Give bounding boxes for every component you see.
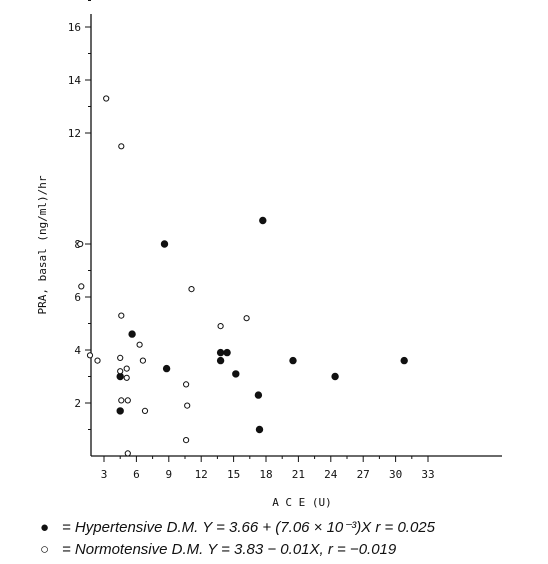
normotensive-point <box>188 286 195 293</box>
hypertensive-point <box>216 356 225 365</box>
y-tick-label: 2 <box>74 397 81 410</box>
filled-circle-icon: ● <box>40 519 50 536</box>
hypertensive-point <box>289 356 297 365</box>
scatter-chart: 3691215182124273033246812141618 A C E (U… <box>36 0 502 509</box>
legend-normotensive: ○ = Normotensive D.M. Y = 3.83 − 0.01X, r… <box>40 541 396 558</box>
x-tick-label: 12 <box>195 468 208 481</box>
x-tick-label: 6 <box>133 468 140 481</box>
legend-hypertensive: ● = Hypertensive D.M. Y = 3.66 + (7.06 × … <box>40 518 435 536</box>
x-tick-label: 15 <box>227 468 240 481</box>
normotensive-point <box>77 240 84 248</box>
x-axis-label: A C E (U) <box>272 496 332 509</box>
x-tick-label: 24 <box>324 468 338 481</box>
x-tick-label: 30 <box>389 468 402 481</box>
normotensive-point <box>141 407 149 414</box>
y-tick-label: 14 <box>68 74 82 87</box>
normotensive-point <box>183 437 190 444</box>
legend-normotensive-text: = Normotensive D.M. Y = 3.83 − 0.01X, r … <box>62 541 397 558</box>
hypertensive-point <box>160 240 169 248</box>
normotensive-point <box>117 354 124 361</box>
normotensive-point <box>118 397 125 404</box>
normotensive-point <box>118 143 125 150</box>
ticks: 3691215182124273033246812141618 <box>68 0 435 481</box>
y-tick-label: 12 <box>68 127 81 140</box>
x-tick-label: 21 <box>292 468 305 481</box>
normotensive-point <box>217 323 224 330</box>
data-points <box>77 95 408 457</box>
axes <box>90 14 502 457</box>
normotensive-point <box>118 312 125 319</box>
y-axis-label: PRA, basal (ng/ml)/hr <box>36 175 49 314</box>
y-tick-label: 16 <box>68 21 81 34</box>
y-tick-label: 6 <box>74 291 81 304</box>
normotensive-point <box>124 450 131 457</box>
normotensive-point <box>123 374 130 381</box>
x-tick-label: 33 <box>421 468 434 481</box>
hypertensive-point <box>128 330 136 338</box>
hypertensive-point <box>254 391 263 399</box>
hypertensive-point <box>116 407 124 415</box>
open-circle-icon: ○ <box>40 541 50 558</box>
legend-hypertensive-text: = Hypertensive D.M. Y = 3.66 + (7.06 × 1… <box>62 519 435 536</box>
y-tick-label: 4 <box>74 344 81 357</box>
x-tick-label: 9 <box>165 468 172 481</box>
x-tick-label: 3 <box>101 468 108 481</box>
hypertensive-point <box>400 356 408 365</box>
normotensive-point <box>139 357 146 364</box>
normotensive-point <box>184 402 191 409</box>
normotensive-point <box>124 397 131 404</box>
hypertensive-point <box>216 348 225 357</box>
normotensive-point <box>103 95 110 102</box>
hypertensive-point <box>162 364 171 373</box>
normotensive-point <box>94 357 101 364</box>
normotensive-point <box>78 283 85 290</box>
hypertensive-point <box>255 425 264 434</box>
hypertensive-point <box>331 372 339 381</box>
normotensive-point <box>117 368 124 375</box>
normotensive-point <box>86 352 94 359</box>
normotensive-point <box>243 315 250 322</box>
normotensive-point <box>123 365 130 372</box>
x-tick-label: 18 <box>259 468 272 481</box>
normotensive-point <box>136 341 143 348</box>
hypertensive-point <box>259 216 267 225</box>
hypertensive-point <box>232 370 240 378</box>
x-tick-label: 27 <box>357 468 370 481</box>
normotensive-point <box>183 381 190 388</box>
hypertensive-point <box>223 348 231 357</box>
